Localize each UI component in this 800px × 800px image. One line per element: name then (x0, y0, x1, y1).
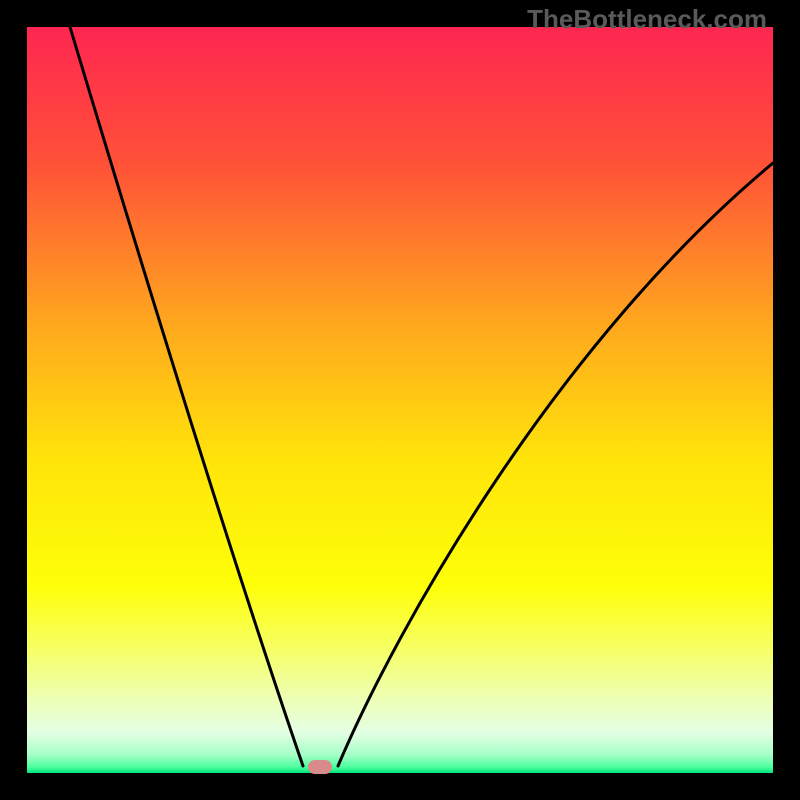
chart-container: TheBottleneck.com (0, 0, 800, 800)
curve-right (338, 163, 773, 766)
watermark-text: TheBottleneck.com (527, 4, 767, 35)
curves-layer (0, 0, 800, 800)
curve-left (70, 27, 303, 766)
minimum-marker (308, 760, 332, 774)
